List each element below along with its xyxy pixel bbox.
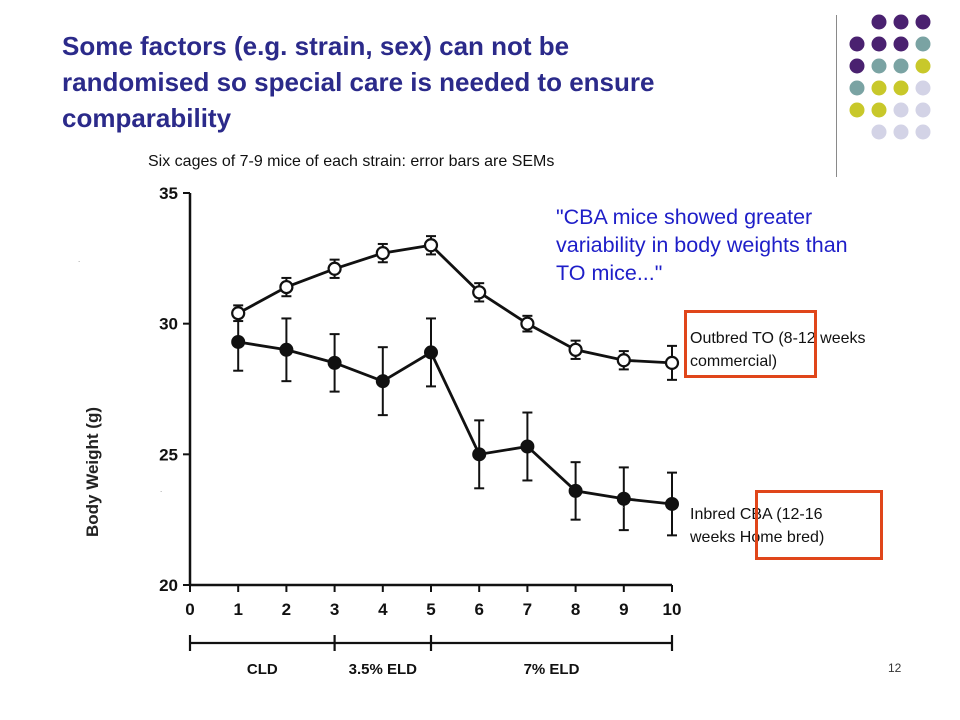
- stray-dot: .: [622, 501, 624, 510]
- data-point-outbred-to: [520, 316, 535, 331]
- x-tick-label: 10: [663, 600, 682, 619]
- x-tick-label: 1: [233, 600, 242, 619]
- slide-title-line: Some factors (e.g. strain, sex) can not …: [62, 31, 570, 61]
- phase-label: 3.5% ELD: [349, 661, 418, 678]
- decorative-dot-grid: [849, 14, 931, 140]
- decorative-dot: [893, 14, 909, 30]
- data-point-outbred-to: [472, 285, 487, 300]
- y-tick-label: 25: [159, 445, 178, 464]
- series-line-outbred-to: [237, 243, 673, 365]
- data-point-outbred-to: [375, 246, 390, 261]
- decorative-dot: [893, 102, 909, 118]
- decorative-dot: [871, 36, 887, 52]
- annotation-outbred-to: Outbred TO (8-12 weeks commercial): [690, 327, 866, 373]
- data-point-inbred-cba: [520, 439, 535, 454]
- quote-line: "CBA mice showed greater: [556, 205, 813, 229]
- stray-dot: .: [78, 255, 80, 264]
- x-tick-label: 9: [619, 600, 628, 619]
- data-point-outbred-to: [327, 261, 342, 276]
- data-point-outbred-to: [423, 238, 439, 253]
- highlight-box-to: [684, 310, 817, 378]
- data-point-inbred-cba: [665, 496, 679, 511]
- slide-title-line: comparability: [62, 103, 232, 133]
- x-tick-label: 2: [282, 600, 291, 619]
- decorative-divider: [836, 15, 837, 177]
- x-tick-label: 5: [426, 600, 435, 619]
- data-point-inbred-cba: [616, 491, 631, 506]
- data-point-outbred-to: [231, 306, 246, 321]
- x-tick-label: 7: [523, 600, 532, 619]
- quote-line: TO mice...": [556, 261, 663, 285]
- slide-title-line: randomised so special care is needed to …: [62, 67, 655, 97]
- y-tick-label: 20: [159, 576, 178, 595]
- chart-subtitle: Six cages of 7-9 mice of each strain: er…: [148, 153, 555, 170]
- page-number: 12: [888, 661, 902, 675]
- decorative-dot: [893, 58, 909, 74]
- x-tick-label: 6: [474, 600, 483, 619]
- data-point-inbred-cba: [568, 483, 583, 498]
- decorative-dot: [915, 80, 931, 96]
- decorative-dot: [915, 36, 931, 52]
- decorative-dot: [915, 14, 931, 30]
- decorative-dot: [915, 58, 931, 74]
- x-tick-label: 4: [378, 600, 388, 619]
- data-point-inbred-cba: [424, 345, 438, 360]
- data-point-outbred-to: [568, 342, 583, 357]
- decorative-dot: [849, 80, 865, 96]
- phase-label: CLD: [247, 661, 278, 678]
- y-axis-label: Body Weight (g): [83, 407, 102, 537]
- data-point-inbred-cba: [279, 342, 294, 357]
- data-point-outbred-to: [664, 355, 680, 370]
- data-point-inbred-cba: [327, 355, 342, 370]
- series-line-inbred-cba: [237, 340, 673, 506]
- stray-dot: .: [160, 485, 162, 494]
- x-tick-label: 8: [571, 600, 580, 619]
- data-point-inbred-cba: [375, 374, 390, 389]
- decorative-dot: [915, 124, 931, 140]
- x-tick-label: 3: [330, 600, 339, 619]
- data-point-inbred-cba: [231, 334, 246, 349]
- decorative-dot: [849, 102, 865, 118]
- annotation-line: Outbred TO (8-12 weeks: [690, 330, 866, 347]
- quote-line: variability in body weights than: [556, 233, 848, 257]
- slide-title: Some factors (e.g. strain, sex) can not …: [62, 28, 822, 136]
- body-weight-chart: 20 25 30 35 0 1 2 3 4 5 6 7 8 9 10 CLD 3.5% ELD 7% ELD B…: [78, 184, 682, 678]
- quote-text: "CBA mice showed greater variability in …: [556, 203, 956, 287]
- y-tick-label: 35: [159, 184, 178, 203]
- x-tick-label: 0: [185, 600, 194, 619]
- decorative-dot: [893, 36, 909, 52]
- annotation-line: commercial): [690, 353, 778, 370]
- highlight-box-cba: [755, 490, 883, 560]
- y-tick-label: 30: [159, 315, 178, 334]
- decorative-dot: [849, 36, 865, 52]
- decorative-dot: [893, 124, 909, 140]
- phase-label: 7% ELD: [524, 661, 580, 678]
- data-point-inbred-cba: [472, 447, 487, 462]
- decorative-dot: [871, 80, 887, 96]
- decorative-dot: [893, 80, 909, 96]
- data-point-outbred-to: [616, 353, 631, 368]
- decorative-dot: [871, 102, 887, 118]
- decorative-dot: [849, 58, 865, 74]
- decorative-dot: [915, 102, 931, 118]
- data-point-outbred-to: [279, 279, 294, 295]
- decorative-dot: [871, 58, 887, 74]
- decorative-dot: [871, 124, 887, 140]
- decorative-dot: [871, 14, 887, 30]
